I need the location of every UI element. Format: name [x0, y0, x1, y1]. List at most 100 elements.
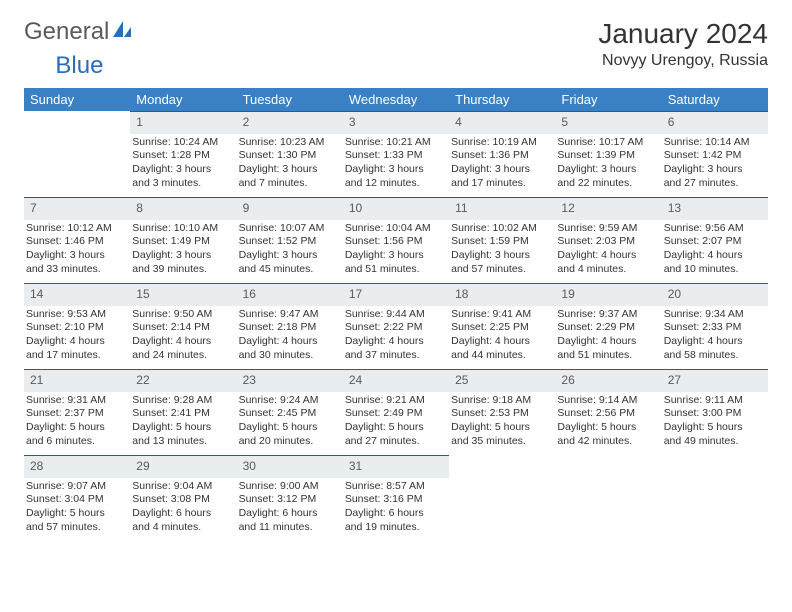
calendar-day-cell: 23Sunrise: 9:24 AMSunset: 2:45 PMDayligh… — [237, 369, 343, 455]
weekday-header: Wednesday — [343, 88, 449, 111]
day-details: Sunrise: 10:07 AMSunset: 1:52 PMDaylight… — [237, 222, 343, 277]
day-line: Daylight: 5 hours — [557, 421, 659, 435]
day-line: Daylight: 3 hours — [345, 249, 447, 263]
calendar-day-cell: 30Sunrise: 9:00 AMSunset: 3:12 PMDayligh… — [237, 455, 343, 541]
calendar-day-cell: 12Sunrise: 9:59 AMSunset: 2:03 PMDayligh… — [555, 197, 661, 283]
calendar-day-cell: 21Sunrise: 9:31 AMSunset: 2:37 PMDayligh… — [24, 369, 130, 455]
day-number: 30 — [237, 455, 343, 478]
day-details: Sunrise: 10:19 AMSunset: 1:36 PMDaylight… — [449, 136, 555, 191]
day-details: Sunrise: 10:10 AMSunset: 1:49 PMDaylight… — [130, 222, 236, 277]
weekday-header: Sunday — [24, 88, 130, 111]
calendar-week-row: 21Sunrise: 9:31 AMSunset: 2:37 PMDayligh… — [24, 369, 768, 455]
day-line: and 44 minutes. — [451, 349, 553, 363]
day-details: Sunrise: 9:41 AMSunset: 2:25 PMDaylight:… — [449, 308, 555, 363]
calendar-week-row: 14Sunrise: 9:53 AMSunset: 2:10 PMDayligh… — [24, 283, 768, 369]
day-line: and 19 minutes. — [345, 521, 447, 535]
day-line: Sunset: 2:53 PM — [451, 407, 553, 421]
calendar-day-cell: 3Sunrise: 10:21 AMSunset: 1:33 PMDayligh… — [343, 111, 449, 197]
calendar-day-cell: 20Sunrise: 9:34 AMSunset: 2:33 PMDayligh… — [662, 283, 768, 369]
sail-icon — [111, 19, 133, 46]
calendar-day-cell: 31Sunrise: 8:57 AMSunset: 3:16 PMDayligh… — [343, 455, 449, 541]
day-line: and 20 minutes. — [239, 435, 341, 449]
day-number: 31 — [343, 455, 449, 478]
calendar-day-cell — [555, 455, 661, 541]
day-line: and 35 minutes. — [451, 435, 553, 449]
day-details: Sunrise: 9:56 AMSunset: 2:07 PMDaylight:… — [662, 222, 768, 277]
title-block: January 2024 Novyy Urengoy, Russia — [598, 18, 768, 70]
calendar-day-cell: 1Sunrise: 10:24 AMSunset: 1:28 PMDayligh… — [130, 111, 236, 197]
day-number: 4 — [449, 111, 555, 134]
day-line: Sunrise: 8:57 AM — [345, 480, 447, 494]
day-line: Sunrise: 9:59 AM — [557, 222, 659, 236]
day-line: Sunset: 1:59 PM — [451, 235, 553, 249]
day-details: Sunrise: 9:47 AMSunset: 2:18 PMDaylight:… — [237, 308, 343, 363]
day-details: Sunrise: 9:37 AMSunset: 2:29 PMDaylight:… — [555, 308, 661, 363]
day-number: 7 — [24, 197, 130, 220]
day-details: Sunrise: 9:04 AMSunset: 3:08 PMDaylight:… — [130, 480, 236, 535]
calendar-week-row: 7Sunrise: 10:12 AMSunset: 1:46 PMDayligh… — [24, 197, 768, 283]
day-line: Sunrise: 9:41 AM — [451, 308, 553, 322]
day-line: and 33 minutes. — [26, 263, 128, 277]
day-number: 19 — [555, 283, 661, 306]
day-number: 12 — [555, 197, 661, 220]
calendar-day-cell: 19Sunrise: 9:37 AMSunset: 2:29 PMDayligh… — [555, 283, 661, 369]
day-line: Daylight: 3 hours — [239, 163, 341, 177]
day-line: Sunrise: 10:23 AM — [239, 136, 341, 150]
day-line: Sunset: 3:12 PM — [239, 493, 341, 507]
day-line: Daylight: 4 hours — [557, 335, 659, 349]
day-details: Sunrise: 10:23 AMSunset: 1:30 PMDaylight… — [237, 136, 343, 191]
day-number: 14 — [24, 283, 130, 306]
day-line: Sunrise: 9:37 AM — [557, 308, 659, 322]
calendar-day-cell — [449, 455, 555, 541]
day-line: and 51 minutes. — [345, 263, 447, 277]
calendar-day-cell: 16Sunrise: 9:47 AMSunset: 2:18 PMDayligh… — [237, 283, 343, 369]
day-line: Sunset: 1:42 PM — [664, 149, 766, 163]
day-details: Sunrise: 10:21 AMSunset: 1:33 PMDaylight… — [343, 136, 449, 191]
day-line: Daylight: 5 hours — [239, 421, 341, 435]
day-line: and 12 minutes. — [345, 177, 447, 191]
day-line: Sunset: 2:49 PM — [345, 407, 447, 421]
day-line: Sunset: 2:29 PM — [557, 321, 659, 335]
location: Novyy Urengoy, Russia — [598, 52, 768, 70]
day-details: Sunrise: 9:11 AMSunset: 3:00 PMDaylight:… — [662, 394, 768, 449]
calendar-day-cell: 25Sunrise: 9:18 AMSunset: 2:53 PMDayligh… — [449, 369, 555, 455]
day-details: Sunrise: 9:59 AMSunset: 2:03 PMDaylight:… — [555, 222, 661, 277]
calendar-day-cell: 24Sunrise: 9:21 AMSunset: 2:49 PMDayligh… — [343, 369, 449, 455]
day-details: Sunrise: 9:53 AMSunset: 2:10 PMDaylight:… — [24, 308, 130, 363]
day-number: 24 — [343, 369, 449, 392]
day-line: and 57 minutes. — [26, 521, 128, 535]
day-line: Daylight: 4 hours — [345, 335, 447, 349]
day-line: Sunset: 2:22 PM — [345, 321, 447, 335]
calendar-day-cell: 27Sunrise: 9:11 AMSunset: 3:00 PMDayligh… — [662, 369, 768, 455]
day-number: 10 — [343, 197, 449, 220]
day-line: Daylight: 3 hours — [557, 163, 659, 177]
day-line: Sunrise: 10:19 AM — [451, 136, 553, 150]
day-number: 23 — [237, 369, 343, 392]
day-line: Sunset: 2:56 PM — [557, 407, 659, 421]
day-number: 17 — [343, 283, 449, 306]
calendar-day-cell: 26Sunrise: 9:14 AMSunset: 2:56 PMDayligh… — [555, 369, 661, 455]
day-line: Sunrise: 9:47 AM — [239, 308, 341, 322]
day-details: Sunrise: 9:24 AMSunset: 2:45 PMDaylight:… — [237, 394, 343, 449]
day-number: 22 — [130, 369, 236, 392]
day-line: Sunrise: 10:17 AM — [557, 136, 659, 150]
day-number: 15 — [130, 283, 236, 306]
day-line: and 11 minutes. — [239, 521, 341, 535]
day-line: and 17 minutes. — [451, 177, 553, 191]
day-line: and 49 minutes. — [664, 435, 766, 449]
day-line: Sunrise: 9:31 AM — [26, 394, 128, 408]
day-line: Sunset: 2:41 PM — [132, 407, 234, 421]
day-details: Sunrise: 9:31 AMSunset: 2:37 PMDaylight:… — [24, 394, 130, 449]
day-number: 11 — [449, 197, 555, 220]
day-line: Sunrise: 9:14 AM — [557, 394, 659, 408]
calendar-day-cell: 9Sunrise: 10:07 AMSunset: 1:52 PMDayligh… — [237, 197, 343, 283]
logo-text-general: General — [24, 18, 109, 46]
calendar-day-cell: 17Sunrise: 9:44 AMSunset: 2:22 PMDayligh… — [343, 283, 449, 369]
day-details: Sunrise: 9:44 AMSunset: 2:22 PMDaylight:… — [343, 308, 449, 363]
calendar-day-cell: 18Sunrise: 9:41 AMSunset: 2:25 PMDayligh… — [449, 283, 555, 369]
day-line: Sunrise: 9:34 AM — [664, 308, 766, 322]
day-number: 21 — [24, 369, 130, 392]
day-line: Daylight: 5 hours — [26, 421, 128, 435]
calendar-day-cell: 11Sunrise: 10:02 AMSunset: 1:59 PMDaylig… — [449, 197, 555, 283]
day-line: Sunset: 3:04 PM — [26, 493, 128, 507]
